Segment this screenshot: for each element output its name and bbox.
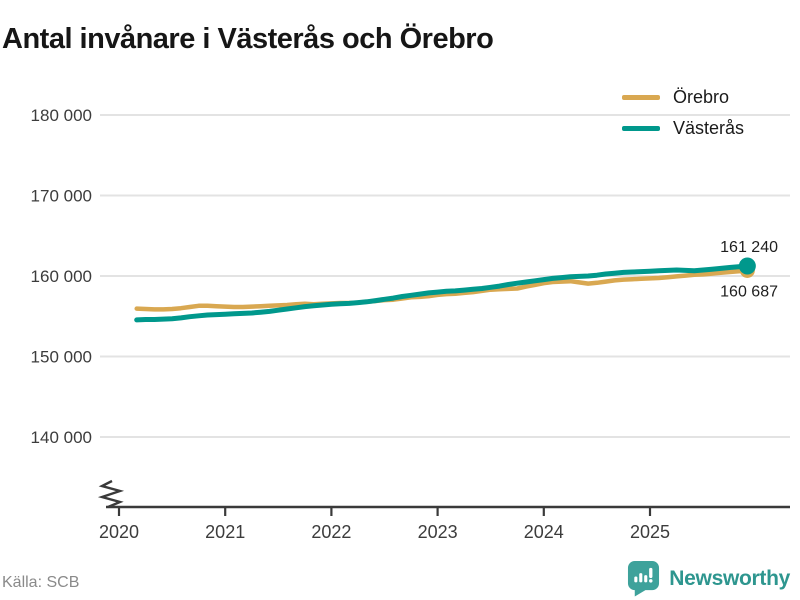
- y-tick-label: 150 000: [31, 348, 92, 367]
- chart-legend: Örebro Västerås: [620, 86, 747, 140]
- x-tick-label: 2020: [99, 522, 139, 542]
- x-tick-label: 2024: [524, 522, 564, 542]
- axis-break-icon: [97, 479, 125, 509]
- x-tick-label: 2023: [418, 522, 458, 542]
- source-label: Källa: SCB: [2, 574, 80, 591]
- legend-label-orebro: Örebro: [673, 87, 730, 107]
- y-tick-label: 140 000: [31, 428, 92, 447]
- legend-item-orebro: Örebro: [620, 86, 747, 109]
- line-orebro: [134, 268, 750, 312]
- newsworthy-logo-link[interactable]: Newsworthy: [627, 560, 790, 597]
- line-vasteras: [134, 263, 750, 323]
- x-axis: 2020 2021 2022 2023 2024 2025: [97, 479, 790, 542]
- x-tick-label: 2021: [205, 522, 245, 542]
- x-tick-label: 2025: [630, 522, 670, 542]
- orebro-end-value-label: 160 687: [720, 284, 778, 301]
- y-axis-labels: 180 000 170 000 160 000 150 000 140 000: [31, 106, 92, 447]
- end-dot-vasteras: [738, 257, 756, 275]
- x-axis-tick-labels: 2020 2021 2022 2023 2024 2025: [99, 522, 670, 542]
- orebro-line-swatch: [622, 95, 660, 100]
- vasteras-line-swatch: [622, 126, 660, 131]
- newsworthy-wordmark: Newsworthy: [669, 566, 790, 590]
- y-tick-label: 180 000: [31, 106, 92, 125]
- page-title: Antal invånare i Västerås och Örebro: [2, 23, 494, 56]
- x-tick-label: 2022: [311, 522, 351, 542]
- series-lines: [134, 263, 750, 323]
- chart-speech-bubble-icon: [628, 561, 660, 597]
- vasteras-end-value-label: 161 240: [720, 239, 778, 256]
- series-end-dots: [738, 257, 756, 278]
- x-axis-ticks: [117, 507, 652, 516]
- y-tick-label: 170 000: [31, 187, 92, 206]
- y-tick-label: 160 000: [31, 267, 92, 286]
- legend-label-vasteras: Västerås: [673, 118, 745, 138]
- legend-item-vasteras: Västerås: [620, 117, 747, 140]
